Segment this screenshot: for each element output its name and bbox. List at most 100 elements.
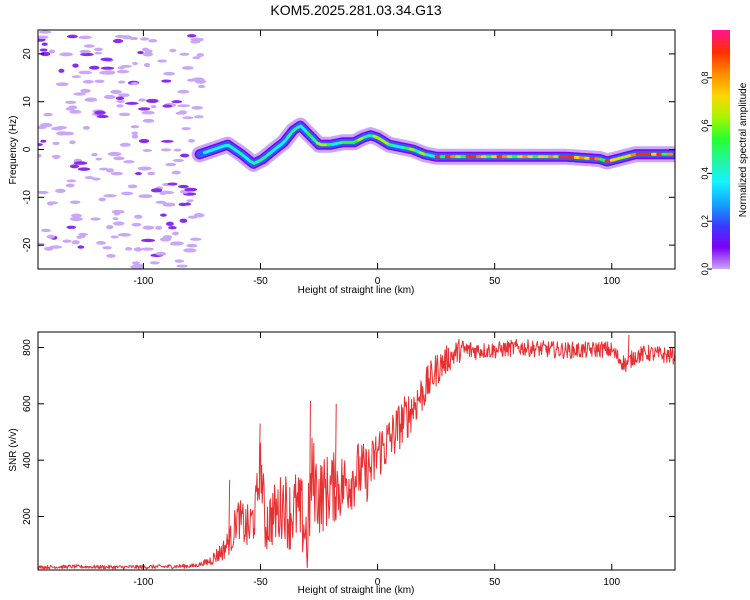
colorbar-label: Normalized spectral amplitude bbox=[738, 82, 749, 217]
noise-blob bbox=[55, 125, 68, 130]
noise-blob bbox=[116, 69, 130, 74]
noise-blob bbox=[186, 243, 198, 248]
noise-blob bbox=[137, 50, 144, 55]
noise-blob bbox=[91, 153, 98, 157]
noise-blob bbox=[106, 225, 114, 230]
noise-blob bbox=[72, 63, 79, 68]
noise-blob bbox=[119, 142, 131, 147]
noise-blob bbox=[172, 231, 179, 236]
noise-blob bbox=[88, 65, 100, 70]
spectrogram-xlabel: Height of straight line (km) bbox=[298, 285, 415, 296]
noise-blob bbox=[141, 247, 155, 251]
ridge-core bbox=[352, 139, 359, 144]
noise-blob bbox=[196, 53, 205, 57]
noise-blob bbox=[40, 139, 47, 143]
noise-blob bbox=[192, 56, 201, 60]
snr-series-line bbox=[38, 338, 675, 570]
noise-blob bbox=[142, 118, 155, 123]
ridge-core bbox=[383, 140, 390, 146]
snr-spike bbox=[627, 334, 630, 363]
chart-title: KOM5.2025.281.03.34.G13 bbox=[270, 2, 441, 18]
ridge-core bbox=[305, 131, 313, 139]
snr-xtick-label: -50 bbox=[253, 577, 268, 588]
ridge-core bbox=[357, 136, 365, 142]
noise-blob bbox=[165, 162, 177, 167]
noise-blob bbox=[161, 79, 172, 83]
noise-blob bbox=[194, 79, 204, 83]
noise-blob bbox=[133, 247, 143, 252]
noise-blob bbox=[105, 168, 115, 173]
ridge-core bbox=[408, 147, 416, 152]
noise-blob bbox=[148, 39, 158, 43]
noise-blob bbox=[178, 184, 189, 189]
noise-blob bbox=[69, 164, 80, 169]
noise-blob bbox=[93, 47, 104, 52]
noise-blob bbox=[138, 107, 151, 111]
ridge-core bbox=[233, 148, 241, 154]
noise-blob bbox=[157, 59, 167, 63]
noise-blob bbox=[102, 246, 112, 250]
noise-blob bbox=[82, 125, 91, 130]
ridge-core bbox=[620, 155, 627, 160]
snr-xtick-label: 100 bbox=[603, 577, 620, 588]
noise-blob bbox=[173, 148, 182, 152]
noise-blob bbox=[143, 62, 151, 68]
ridge-core bbox=[614, 156, 622, 161]
spectrogram-ytick-label: -10 bbox=[22, 190, 33, 205]
noise-blob bbox=[59, 52, 73, 57]
snr-ylabel: SNR (v/v) bbox=[8, 428, 19, 471]
noise-blob bbox=[84, 97, 98, 102]
noise-blob bbox=[39, 48, 48, 52]
noise-blob bbox=[117, 233, 132, 237]
noise-blob bbox=[138, 194, 153, 199]
noise-blob bbox=[84, 176, 94, 180]
noise-blob bbox=[140, 37, 150, 41]
noise-blob bbox=[46, 234, 55, 239]
noise-blob bbox=[113, 221, 125, 226]
noise-blob bbox=[41, 42, 48, 46]
noise-blob bbox=[134, 172, 142, 176]
noise-blob bbox=[138, 138, 150, 144]
noise-blob bbox=[79, 49, 91, 54]
noise-blob bbox=[115, 96, 125, 101]
noise-blob bbox=[78, 35, 92, 40]
snr-spike bbox=[258, 423, 261, 473]
ridge-core bbox=[424, 153, 432, 157]
ridge-core bbox=[393, 144, 401, 149]
colorbar-tick-label: 0.8 bbox=[700, 72, 710, 85]
noise-blob bbox=[137, 166, 152, 171]
noise-blob bbox=[66, 179, 77, 183]
ridge-core bbox=[331, 141, 339, 146]
ridge-core bbox=[280, 139, 287, 146]
noise-blob bbox=[131, 131, 139, 135]
noise-blob bbox=[171, 100, 183, 104]
noise-blob bbox=[50, 201, 58, 205]
noise-blob bbox=[170, 241, 184, 246]
noise-blob bbox=[155, 225, 163, 230]
noise-blob bbox=[145, 98, 159, 103]
noise-blob bbox=[55, 82, 69, 87]
noise-blob bbox=[176, 264, 188, 268]
noise-blob bbox=[94, 110, 106, 115]
noise-blob bbox=[39, 123, 53, 128]
spectrogram-xtick-label: -50 bbox=[253, 276, 268, 287]
noise-blob bbox=[187, 215, 198, 219]
colorbar-tick-label: 0.6 bbox=[700, 119, 710, 132]
noise-blob bbox=[94, 79, 105, 83]
noise-blob bbox=[69, 109, 82, 114]
noise-blob bbox=[101, 70, 116, 75]
snr-ytick-label: 600 bbox=[22, 395, 33, 412]
noise-blob bbox=[160, 213, 167, 217]
colorbar-tick-label: 0.0 bbox=[700, 263, 710, 276]
noise-blob bbox=[129, 36, 139, 41]
noise-blob bbox=[142, 149, 153, 152]
noise-blob bbox=[107, 151, 122, 157]
noise-blob bbox=[96, 114, 109, 119]
noise-blob bbox=[150, 188, 163, 193]
noise-blob bbox=[147, 171, 156, 176]
noise-blob bbox=[167, 182, 178, 186]
ridge-core bbox=[403, 146, 411, 151]
noise-blob bbox=[58, 68, 65, 73]
